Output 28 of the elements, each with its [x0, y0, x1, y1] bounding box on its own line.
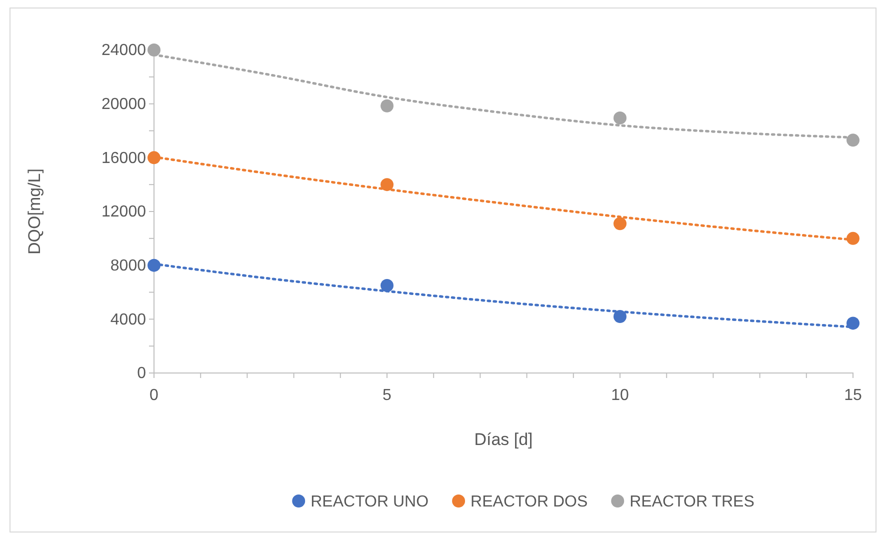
point — [380, 99, 394, 112]
point — [380, 178, 394, 192]
legend-label: REACTOR UNO — [310, 494, 429, 510]
y-tick-label: 4000 — [110, 311, 146, 328]
point — [846, 134, 860, 147]
x-tick-label: 10 — [611, 387, 629, 404]
x-tick-label: 0 — [150, 387, 159, 404]
y-tick-label: 12000 — [102, 204, 146, 221]
point — [846, 232, 860, 245]
legend-label: REACTOR DOS — [470, 494, 588, 510]
y-tick-label: 16000 — [102, 150, 146, 167]
point — [614, 111, 626, 124]
point — [846, 316, 860, 330]
point — [614, 217, 626, 230]
point — [148, 258, 160, 272]
y-tick-label: 0 — [137, 365, 146, 382]
point — [380, 279, 394, 292]
y-axis-title: DQO[mg/L] — [25, 168, 44, 254]
legend-label: REACTOR TRES — [630, 494, 754, 510]
x-axis-title: Días [d] — [474, 430, 533, 449]
point — [614, 310, 626, 323]
y-tick-label: 8000 — [110, 257, 146, 274]
y-tick-label: 20000 — [102, 96, 146, 113]
x-tick-label: 15 — [844, 387, 862, 404]
x-tick-label: 5 — [382, 387, 392, 404]
point — [148, 151, 160, 164]
y-tick-label: 24000 — [102, 42, 146, 60]
point — [148, 44, 160, 56]
